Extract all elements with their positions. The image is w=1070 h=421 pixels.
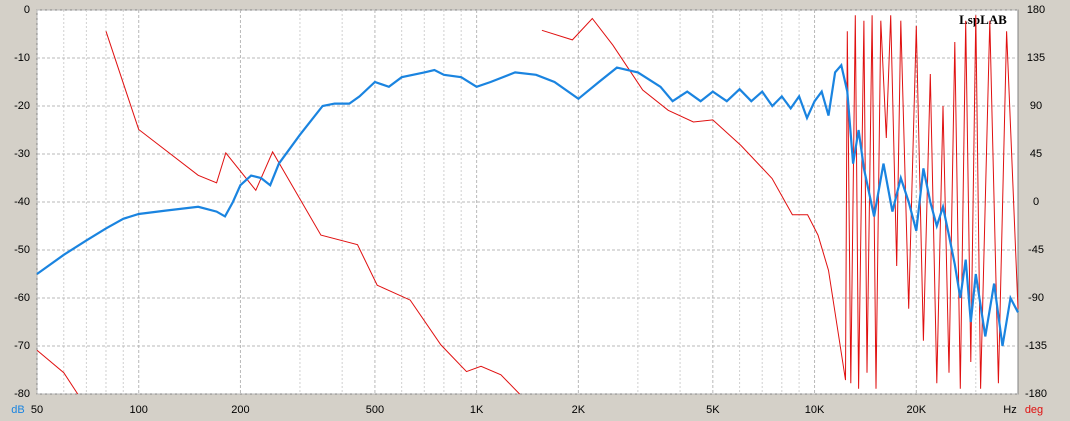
y2-tick-label: 45: [1030, 148, 1042, 160]
x-tick-label: 10K: [805, 404, 825, 416]
x-tick-label: 100: [130, 404, 148, 416]
x-tick-label: 500: [366, 404, 384, 416]
y2-tick-label: -180: [1025, 388, 1047, 400]
x-tick-label: 2K: [572, 404, 586, 416]
y2-tick-label: 0: [1033, 196, 1039, 208]
x-tick-label: 1K: [470, 404, 484, 416]
y-tick-label: -20: [14, 100, 30, 112]
x-axis-label: Hz: [1003, 404, 1016, 416]
y-tick-label: -80: [14, 388, 30, 400]
y2-tick-label: -45: [1028, 244, 1044, 256]
x-tick-label: 20K: [906, 404, 926, 416]
y2-tick-label: -90: [1028, 292, 1044, 304]
y-tick-label: 0: [24, 4, 30, 16]
y2-axis-label: deg: [1025, 404, 1043, 416]
data-line: [36, 15, 1019, 395]
y2-tick-label: 135: [1027, 52, 1045, 64]
y2-tick-label: 90: [1030, 100, 1042, 112]
y2-tick-label: 180: [1027, 4, 1045, 16]
x-tick-label: 50: [31, 404, 43, 416]
logo: LspLAB: [959, 12, 1007, 27]
y-axis-label: dB: [11, 404, 24, 416]
y-tick-label: -40: [14, 196, 30, 208]
y-tick-label: -30: [14, 148, 30, 160]
y2-tick-label: -135: [1025, 340, 1047, 352]
y-tick-label: -50: [14, 244, 30, 256]
x-tick-label: 200: [231, 404, 249, 416]
y-tick-label: -10: [14, 52, 30, 64]
x-tick-label: 5K: [706, 404, 720, 416]
data-line: [36, 62, 1019, 347]
y-tick-label: -70: [14, 340, 30, 352]
y-tick-label: -60: [14, 292, 30, 304]
